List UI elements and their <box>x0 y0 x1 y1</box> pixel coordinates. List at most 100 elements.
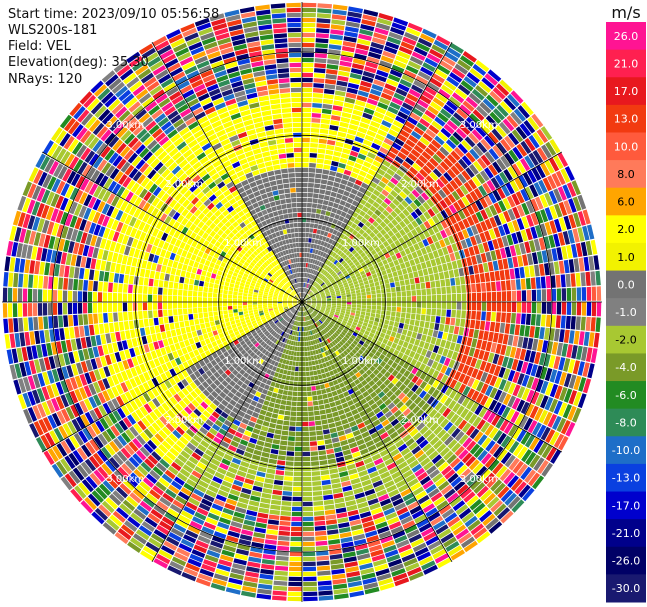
velocity-gate <box>384 345 391 352</box>
velocity-gate <box>434 323 440 331</box>
velocity-gate <box>307 248 311 253</box>
velocity-gate <box>398 359 406 367</box>
velocity-gate <box>323 159 332 165</box>
velocity-gate <box>461 258 468 267</box>
velocity-gate <box>350 255 356 261</box>
velocity-gate <box>418 154 428 164</box>
velocity-gate <box>391 254 398 261</box>
velocity-gate <box>426 198 435 208</box>
velocity-gate <box>330 191 337 198</box>
velocity-gate <box>303 282 305 288</box>
velocity-gate <box>394 138 405 147</box>
velocity-gate <box>407 22 423 32</box>
velocity-gate <box>317 199 324 205</box>
velocity-gate <box>394 215 403 223</box>
velocity-gate <box>304 257 307 263</box>
velocity-gate <box>331 258 336 263</box>
velocity-gate <box>336 404 343 411</box>
velocity-gate <box>496 302 502 312</box>
velocity-gate <box>537 339 544 352</box>
velocity-gate <box>306 304 311 307</box>
velocity-gate <box>312 259 316 264</box>
velocity-gate <box>305 304 310 308</box>
velocity-gate <box>395 316 400 323</box>
velocity-gate <box>417 71 431 81</box>
velocity-gate <box>356 302 362 305</box>
velocity-gate <box>328 286 334 290</box>
velocity-gate <box>302 356 306 362</box>
velocity-gate <box>306 253 310 258</box>
velocity-gate <box>362 139 373 147</box>
velocity-gate <box>341 112 352 119</box>
velocity-gate <box>409 259 416 266</box>
velocity-gate <box>414 208 423 217</box>
velocity-gate <box>314 415 321 421</box>
velocity-gate <box>305 288 308 293</box>
velocity-gate <box>365 235 372 242</box>
velocity-gate <box>333 588 348 595</box>
velocity-gate <box>577 194 587 210</box>
velocity-gate <box>507 395 516 408</box>
velocity-gate <box>420 247 428 255</box>
velocity-gate <box>195 341 202 349</box>
velocity-gate <box>428 124 440 135</box>
velocity-gate <box>474 404 484 416</box>
velocity-gate <box>286 456 294 461</box>
velocity-gate <box>336 167 345 174</box>
velocity-gate <box>308 278 311 284</box>
velocity-gate <box>333 259 339 265</box>
velocity-gate <box>362 112 373 120</box>
velocity-gate <box>319 214 325 220</box>
velocity-gate <box>375 351 381 358</box>
velocity-gate <box>314 249 319 255</box>
velocity-gate <box>406 296 412 302</box>
velocity-gate <box>358 267 364 273</box>
velocity-gate <box>356 275 362 281</box>
velocity-gate <box>342 174 350 181</box>
velocity-gate <box>382 259 388 265</box>
velocity-gate <box>379 164 389 172</box>
velocity-gate <box>328 284 333 289</box>
velocity-gate <box>289 556 302 562</box>
velocity-gate <box>539 327 545 340</box>
velocity-gate <box>262 488 273 494</box>
velocity-gate <box>511 358 519 371</box>
velocity-gate <box>328 330 334 335</box>
velocity-gate <box>524 186 534 200</box>
velocity-gate <box>313 495 323 501</box>
velocity-gate <box>366 98 378 106</box>
velocity-gate <box>546 302 552 314</box>
velocity-gate <box>401 302 407 307</box>
velocity-gate <box>377 102 389 110</box>
velocity-gate <box>423 374 432 383</box>
velocity-gate <box>544 397 554 411</box>
velocity-gate <box>334 323 340 328</box>
velocity-gate <box>289 561 302 567</box>
velocity-gate <box>529 454 541 469</box>
velocity-gate <box>340 116 351 124</box>
velocity-gate <box>442 407 452 418</box>
velocity-gate <box>578 331 585 346</box>
velocity-gate <box>315 33 329 39</box>
velocity-gate <box>348 193 356 200</box>
velocity-gate <box>303 586 318 592</box>
velocity-gate <box>384 263 390 270</box>
velocity-gate <box>426 396 435 405</box>
velocity-gate <box>315 385 321 391</box>
velocity-gate <box>315 293 320 296</box>
velocity-gate <box>267 524 279 530</box>
velocity-gate <box>516 360 524 372</box>
velocity-gate <box>485 440 496 452</box>
velocity-gate <box>291 506 302 512</box>
velocity-gate <box>338 226 344 233</box>
velocity-gate <box>393 276 399 282</box>
velocity-gate <box>257 512 269 519</box>
velocity-gate <box>365 312 371 317</box>
velocity-gate <box>576 287 582 301</box>
velocity-gate <box>438 88 451 100</box>
velocity-gate <box>282 425 289 431</box>
velocity-gate <box>577 393 587 409</box>
velocity-gate <box>302 496 313 502</box>
velocity-gate <box>571 345 578 359</box>
velocity-gate <box>357 203 364 210</box>
